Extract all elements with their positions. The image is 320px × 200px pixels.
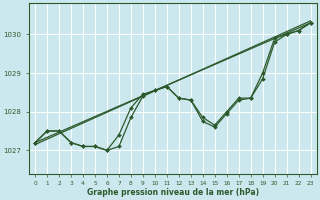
X-axis label: Graphe pression niveau de la mer (hPa): Graphe pression niveau de la mer (hPa)	[87, 188, 259, 197]
